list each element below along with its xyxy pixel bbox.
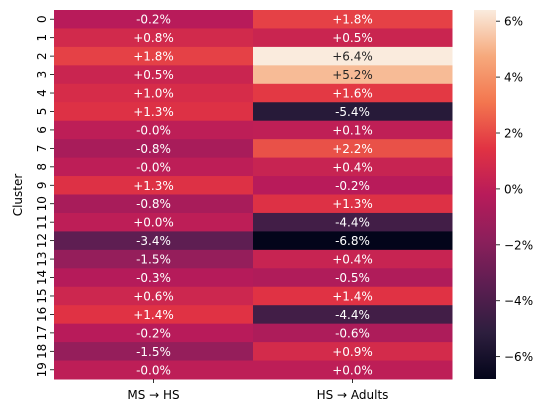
y-tick-label: 8 xyxy=(35,163,49,171)
y-tick-label: 7 xyxy=(35,145,49,153)
colorbar-tick-label: −2% xyxy=(504,238,533,252)
colorbar-tick-label: −4% xyxy=(504,294,533,308)
y-tick-label: 2 xyxy=(35,52,49,60)
cell-label: -0.0% xyxy=(136,363,171,377)
cell-label: -5.4% xyxy=(335,105,370,119)
y-axis-label: Cluster xyxy=(11,174,25,217)
cell-label: +0.4% xyxy=(332,160,373,174)
colorbar xyxy=(474,10,496,379)
cell-label: +6.4% xyxy=(332,50,373,64)
cell-label: +1.6% xyxy=(332,87,373,101)
y-tick-label: 16 xyxy=(35,307,49,322)
cell-label: +0.0% xyxy=(332,363,373,377)
cell-label: +0.8% xyxy=(133,31,174,45)
cell-label: +0.4% xyxy=(332,253,373,267)
cell-label: -0.8% xyxy=(136,197,171,211)
y-tick-label: 3 xyxy=(35,71,49,79)
y-tick-label: 17 xyxy=(35,325,49,340)
cell-label: -0.2% xyxy=(335,179,370,193)
x-tick-label: MS → HS xyxy=(127,388,179,402)
cell-label: -4.4% xyxy=(335,216,370,230)
x-tick-label: HS → Adults xyxy=(317,388,389,402)
cell-label: -6.8% xyxy=(335,234,370,248)
cell-label: +1.8% xyxy=(133,50,174,64)
cell-label: -0.0% xyxy=(136,123,171,137)
y-tick-label: 10 xyxy=(35,196,49,211)
cell-label: +1.0% xyxy=(133,87,174,101)
colorbar-tick-label: 2% xyxy=(504,127,523,141)
y-tick-label: 14 xyxy=(35,270,49,285)
colorbar-ticks: −6% −4% −2% 0% 2% 4% 6% xyxy=(496,15,533,364)
cell-label: -0.2% xyxy=(136,13,171,27)
y-tick-label: 12 xyxy=(35,233,49,248)
y-tick-label: 19 xyxy=(35,362,49,377)
y-tick-label: 4 xyxy=(35,89,49,97)
cell-label: -1.5% xyxy=(136,345,171,359)
cell-label: +2.2% xyxy=(332,142,373,156)
cell-label: +5.2% xyxy=(332,68,373,82)
y-tick-label: 18 xyxy=(35,344,49,359)
colorbar-tick-label: 4% xyxy=(504,71,523,85)
y-tick-label: 11 xyxy=(35,215,49,230)
cell-label: -0.3% xyxy=(136,271,171,285)
colorbar-tick-label: −6% xyxy=(504,350,533,364)
cell-label: +0.9% xyxy=(332,345,373,359)
y-tick-label: 6 xyxy=(35,126,49,134)
cell-label: +0.5% xyxy=(133,68,174,82)
cell-label: -1.5% xyxy=(136,253,171,267)
cell-label: -0.2% xyxy=(136,326,171,340)
y-tick-label: 5 xyxy=(35,108,49,116)
cell-label: +1.3% xyxy=(133,179,174,193)
cell-label: -0.0% xyxy=(136,160,171,174)
cell-label: +1.8% xyxy=(332,13,373,27)
y-tick-label: 1 xyxy=(35,34,49,42)
y-tick-label: 15 xyxy=(35,288,49,303)
cell-label: -3.4% xyxy=(136,234,171,248)
colorbar-tick-label: 0% xyxy=(504,182,523,196)
cell-label: +1.3% xyxy=(332,197,373,211)
cell-label: -0.8% xyxy=(136,142,171,156)
cell-label: +0.0% xyxy=(133,216,174,230)
cell-label: +0.1% xyxy=(332,123,373,137)
y-tick-label: 9 xyxy=(35,181,49,189)
cell-label: -0.5% xyxy=(335,271,370,285)
y-tick-label: 0 xyxy=(35,15,49,23)
cell-label: +1.3% xyxy=(133,105,174,119)
cell-label: -0.6% xyxy=(335,326,370,340)
y-tick-label: 13 xyxy=(35,251,49,266)
colorbar-tick-label: 6% xyxy=(504,15,523,29)
x-axis-ticks: MS → HS HS → Adults xyxy=(127,379,388,402)
cell-label: +1.4% xyxy=(133,308,174,322)
heatmap-cells xyxy=(54,10,453,380)
cell-label: +0.6% xyxy=(133,289,174,303)
cell-label: +0.5% xyxy=(332,31,373,45)
cell-label: -4.4% xyxy=(335,308,370,322)
cell-label: +1.4% xyxy=(332,289,373,303)
